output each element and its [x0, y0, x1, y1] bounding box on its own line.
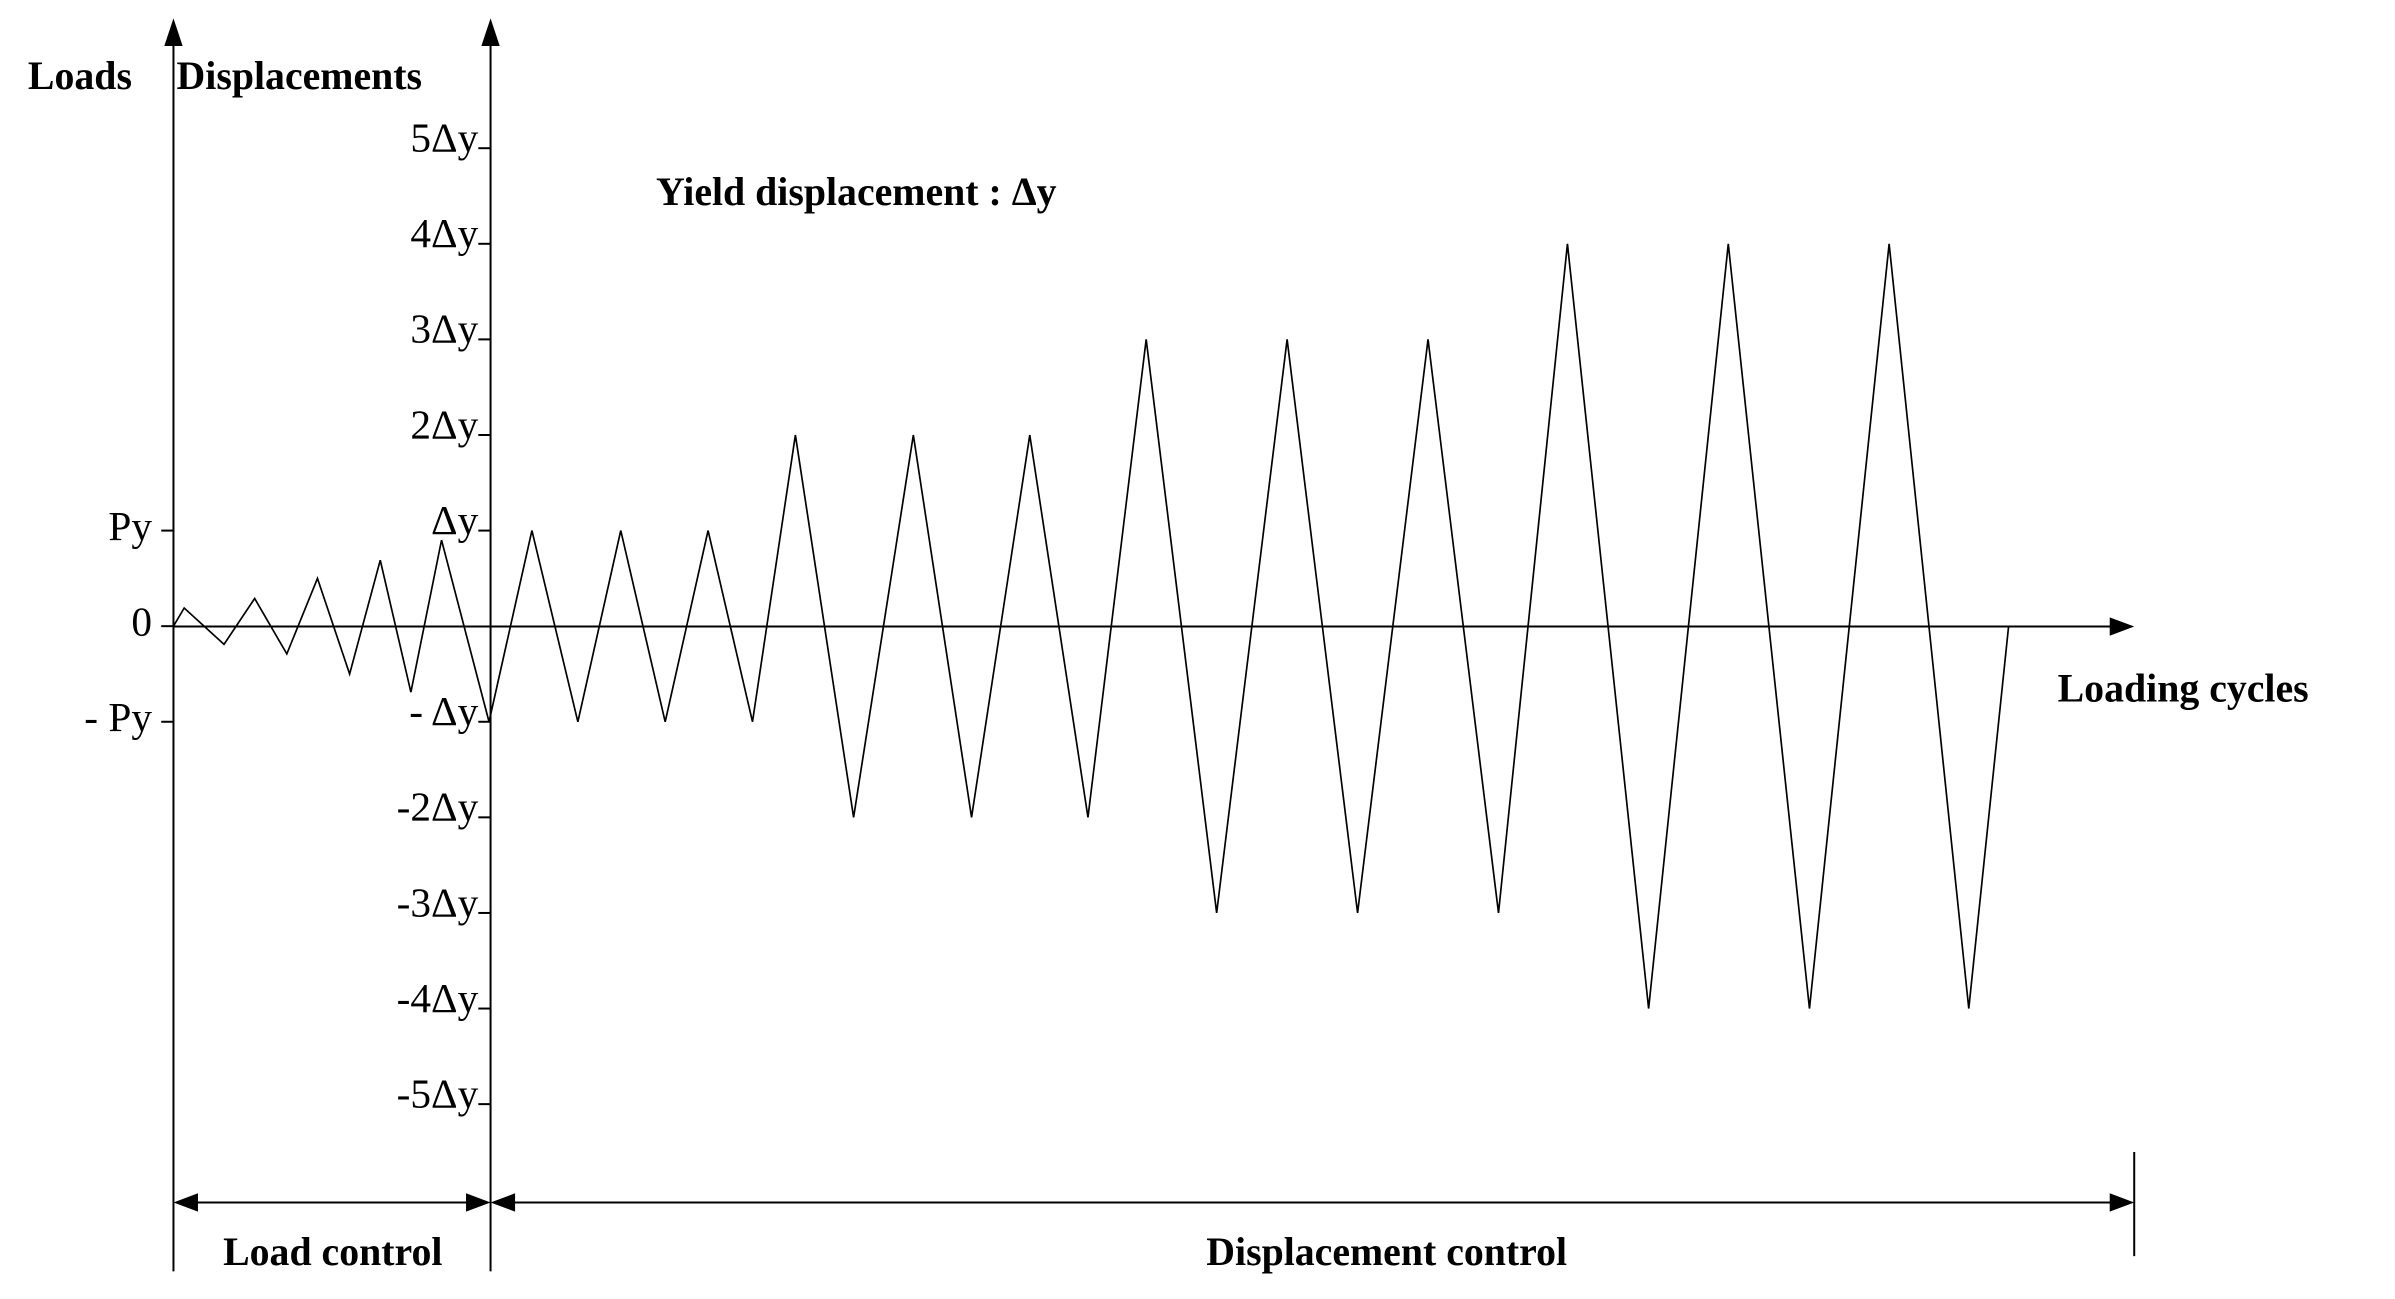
y2-tick-label: 4Δy	[410, 210, 478, 256]
y-axis-label: Loads	[28, 54, 132, 98]
annotation: Yield displacement : Δy	[656, 170, 1057, 214]
y2-tick-label: -2Δy	[397, 784, 479, 830]
annotation: Load control	[223, 1230, 442, 1274]
y2-tick-label: 2Δy	[410, 401, 478, 447]
y2-tick-label: 5Δy	[410, 115, 478, 161]
arrow-head	[173, 1193, 198, 1212]
y2-tick-label: -3Δy	[397, 879, 479, 925]
y2-tick-label: 3Δy	[410, 306, 478, 352]
x-axis-label: Loading cycles	[2058, 667, 2309, 711]
y2-axis-arrow	[481, 18, 500, 46]
y2-tick-label: -4Δy	[397, 975, 479, 1021]
annotation: Displacement control	[1206, 1230, 1567, 1274]
x-axis-arrow	[2109, 617, 2135, 636]
arrow-head	[2109, 1193, 2135, 1212]
y2-tick-label: -5Δy	[397, 1070, 479, 1116]
loading-curve	[172, 243, 2010, 1009]
arrow-head	[490, 1193, 516, 1212]
y2-tick-label: - Δy	[409, 688, 478, 734]
y-tick-label: - Py	[84, 694, 152, 740]
y2-axis-label: Displacements	[177, 54, 423, 98]
y2-tick-label: Δy	[431, 497, 479, 543]
arrow-head	[466, 1193, 491, 1212]
y-tick-label: 0	[131, 599, 152, 645]
y-axis-arrow	[164, 18, 183, 46]
y-tick-label: Py	[108, 503, 152, 549]
